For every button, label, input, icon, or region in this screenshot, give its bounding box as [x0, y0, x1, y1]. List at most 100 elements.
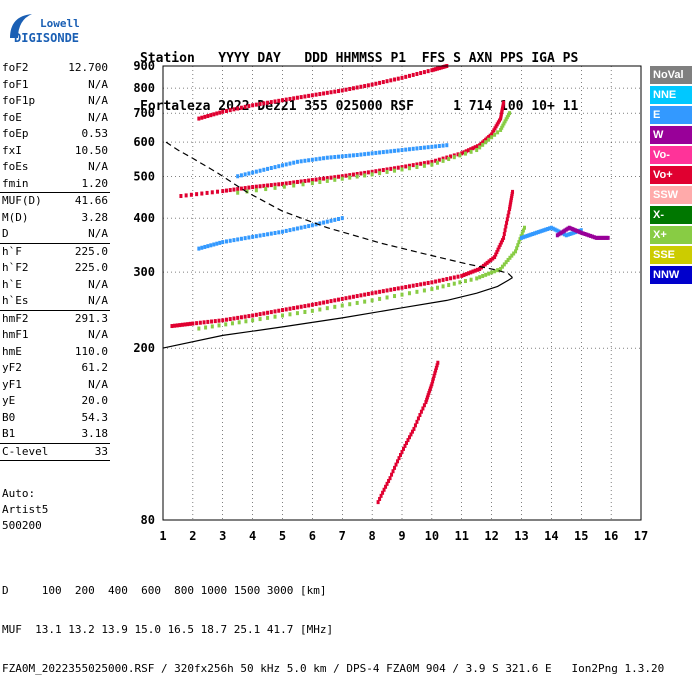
- echo-mark: [504, 224, 508, 229]
- param-key: foF1p: [2, 94, 36, 107]
- echo-mark: [254, 102, 258, 107]
- echo-mark: [340, 88, 344, 93]
- auto-label: Auto:: [2, 487, 36, 500]
- legend-item: X-: [650, 206, 692, 224]
- echo-mark: [510, 191, 514, 196]
- echo-mark: [434, 144, 438, 149]
- param-key: D: [2, 227, 9, 240]
- echo-mark: [322, 176, 326, 181]
- echo-mark: [277, 98, 281, 103]
- legend-item: E: [650, 106, 692, 124]
- echo-mark: [322, 156, 326, 161]
- echo-mark: [508, 111, 512, 116]
- trace-series: [376, 360, 440, 505]
- echo-mark: [540, 228, 544, 233]
- echo-mark: [500, 238, 504, 243]
- x-tick-label: 15: [574, 529, 588, 543]
- echo-mark: [216, 189, 220, 194]
- echo-mark: [441, 65, 445, 70]
- echo-mark: [221, 189, 225, 194]
- echo-mark: [502, 235, 506, 240]
- echo-mark: [325, 306, 329, 311]
- echo-mark: [299, 159, 303, 164]
- echo-mark: [463, 279, 467, 284]
- echo-mark: [389, 287, 393, 292]
- echo-mark: [307, 158, 311, 163]
- x-tick-label: 11: [455, 529, 469, 543]
- echo-mark: [445, 143, 449, 148]
- echo-mark: [209, 113, 213, 118]
- echo-mark: [538, 229, 542, 234]
- param-value: 41.66: [74, 194, 108, 207]
- echo-mark: [314, 302, 318, 307]
- echo-mark: [583, 232, 587, 237]
- echo-mark: [299, 304, 303, 309]
- echo-mark: [359, 152, 363, 157]
- echo-mark: [348, 175, 352, 180]
- echo-mark: [434, 158, 438, 163]
- echo-mark: [400, 449, 404, 454]
- echo-mark: [337, 297, 341, 302]
- echo-mark: [266, 232, 270, 237]
- echo-mark: [531, 232, 535, 237]
- param-value: 291.3: [74, 311, 108, 325]
- echo-mark: [314, 92, 318, 97]
- echo-mark: [424, 400, 428, 405]
- echo-mark: [224, 322, 228, 327]
- echo-mark: [404, 164, 408, 169]
- echo-mark: [284, 97, 288, 102]
- echo-mark: [435, 160, 439, 165]
- plot-frame: [162, 65, 642, 521]
- x-tick-label: 2: [189, 529, 196, 543]
- echo-mark: [493, 255, 497, 260]
- echo-mark: [307, 224, 311, 229]
- echo-mark: [471, 146, 475, 151]
- echo-mark: [340, 154, 344, 159]
- echo-mark: [310, 223, 314, 228]
- echo-mark: [393, 148, 397, 153]
- echo-mark: [329, 218, 333, 223]
- echo-mark: [422, 403, 426, 408]
- echo-mark: [481, 142, 485, 147]
- echo-mark: [236, 315, 240, 320]
- echo-mark: [329, 175, 333, 180]
- y-tick-label: 300: [133, 265, 155, 279]
- echo-mark: [507, 210, 511, 215]
- echo-mark: [318, 301, 322, 306]
- echo-mark: [224, 239, 228, 244]
- echo-mark: [351, 153, 355, 158]
- echo-mark: [281, 313, 284, 318]
- echo-mark: [517, 240, 521, 245]
- echo-mark: [337, 89, 341, 94]
- param-key: hmF1: [2, 328, 29, 341]
- echo-mark: [520, 235, 523, 240]
- param-row: yF2 61.2: [0, 360, 110, 377]
- echo-mark: [473, 268, 477, 273]
- echo-mark: [504, 117, 508, 122]
- echo-mark: [288, 312, 292, 317]
- echo-mark: [381, 80, 385, 85]
- param-separator: [0, 192, 110, 193]
- echo-mark: [387, 478, 391, 483]
- echo-mark: [239, 105, 243, 110]
- echo-mark: [564, 233, 568, 238]
- param-row: M(D) 3.28: [0, 210, 110, 227]
- echo-mark: [435, 66, 439, 71]
- echo-mark: [551, 226, 555, 231]
- echo-mark: [378, 150, 382, 155]
- echo-mark: [277, 308, 281, 313]
- echo-mark: [404, 285, 408, 290]
- x-tick-label: 10: [425, 529, 439, 543]
- echo-mark: [284, 181, 288, 186]
- echo-mark: [243, 104, 247, 109]
- param-row: D N/A: [0, 226, 110, 243]
- echo-mark: [262, 311, 266, 316]
- echo-mark: [178, 323, 182, 328]
- echo-mark: [295, 305, 299, 310]
- echo-mark: [337, 154, 341, 159]
- echo-mark: [407, 435, 411, 440]
- echo-mark: [310, 178, 314, 183]
- echo-mark: [419, 146, 423, 151]
- echo-mark: [378, 496, 382, 501]
- param-key: h`Es: [2, 294, 29, 307]
